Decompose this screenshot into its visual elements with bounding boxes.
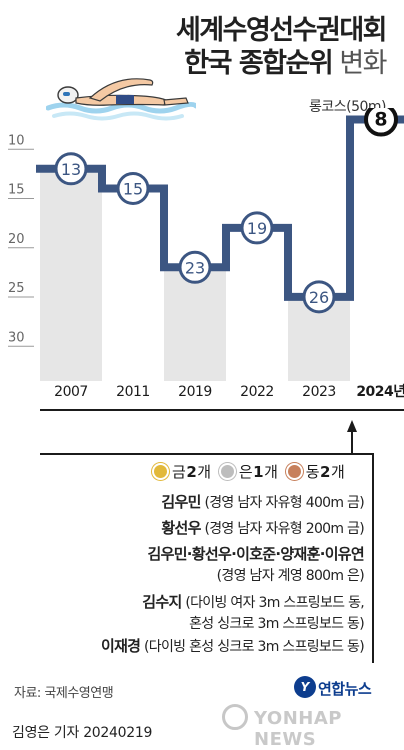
x-tick-label: 2019: [178, 384, 212, 400]
rank-value-label: 26: [309, 288, 329, 307]
y-tick-label: 15: [8, 183, 25, 198]
y-tick-label: 10: [8, 133, 25, 148]
entry-5-detail: (다이빙 혼성 싱크로 3m 스프링보드 동): [144, 639, 365, 655]
x-tick-label: 2022: [240, 384, 274, 400]
entry-4-detail: (다이빙 여자 3m 스프링보드 동,: [185, 595, 364, 611]
rank-value-label: 13: [61, 160, 81, 179]
rank-marker: [302, 280, 336, 314]
entry-2: 황선우 (경영 남자 자유형 200m 금): [161, 517, 364, 538]
entry-1-name: 김우민: [161, 493, 201, 511]
x-tick-label: 2023: [302, 384, 336, 400]
entry-4-name: 김수지: [142, 593, 182, 611]
gold-medal-icon: [152, 463, 169, 480]
source-note: 자료: 국제수영연맹: [14, 686, 114, 701]
y-tick-label: 25: [8, 281, 25, 296]
title-line2-light: 변화: [339, 48, 387, 79]
silver-medal-icon: [218, 463, 236, 480]
x-tick-label: 2024년: [356, 384, 404, 400]
x-axis: 2007 2011 2019 2022 2023 2024년: [40, 384, 404, 411]
entry-4: 김수지 (다이빙 여자 3m 스프링보드 동,: [142, 591, 364, 612]
year-band: [164, 267, 226, 381]
entry-1: 김우민 (경영 남자 자유형 400m 금): [161, 491, 364, 512]
yonhap-logo-icon: Y: [294, 676, 316, 698]
bronze-label: 동: [305, 463, 320, 481]
gold-count: 2: [186, 462, 197, 481]
entry-3-name: 김우민·황선우·이호준·양재훈·이유연: [147, 545, 365, 563]
watermark-icon: [222, 704, 248, 730]
silver-count: 1: [253, 462, 264, 481]
entry-2-name: 황선우: [161, 519, 201, 537]
rank-marker: [178, 250, 212, 284]
rank-step-line: [36, 115, 404, 301]
entry-3-detail: (경영 남자 계영 800m 은): [216, 568, 365, 584]
rank-markers: 13 15 23 19 26 8: [54, 108, 398, 314]
title-line1: 세계수영선수권대회: [175, 15, 388, 46]
y-axis-ticks: 51015202530: [8, 133, 34, 347]
rank-marker: [116, 172, 150, 205]
rank-marker: [364, 108, 398, 137]
year-band: [40, 168, 102, 381]
rank-value-label: 8: [374, 109, 387, 131]
title-line2: 한국 종합순위 변화: [176, 47, 387, 80]
yonhap-logo-text: 연합뉴스: [318, 680, 372, 698]
title-block: 세계수영선수권대회 한국 종합순위 변화: [175, 14, 388, 80]
rank-marker: [54, 152, 88, 186]
silver-unit: 개: [264, 463, 278, 481]
gold-label: 금: [172, 463, 186, 481]
y-tick-label: 30: [8, 330, 25, 345]
x-tick-label: 2011: [116, 384, 150, 400]
bronze-count: 2: [320, 462, 330, 481]
rank-value-label: 23: [185, 258, 205, 277]
bronze-medal-icon: [285, 463, 303, 480]
entry-3: 김우민·황선우·이호준·양재훈·이유연: [148, 543, 365, 564]
entry-2-detail: (경영 남자 자유형 200m 금): [204, 521, 364, 537]
y-tick-label: 20: [8, 232, 25, 247]
swimmer-icon: [46, 78, 196, 121]
bronze-unit: 개: [330, 463, 345, 481]
entry-5: 이재경 (다이빙 혼성 싱크로 3m 스프링보드 동): [100, 635, 365, 656]
pointer-icon: [347, 420, 357, 454]
silver-label: 은: [238, 463, 253, 481]
x-tick-label: 2007: [54, 384, 88, 400]
rank-value-label: 19: [247, 219, 267, 238]
byline: 김영은 기자 20240219: [12, 725, 153, 741]
gold-unit: 개: [197, 463, 211, 481]
entry-5-name: 이재경: [100, 637, 141, 655]
rank-marker: [240, 211, 274, 245]
rank-value-label: 15: [123, 180, 143, 199]
entry-1-detail: (경영 남자 자유형 400m 금): [204, 495, 364, 511]
entry-4-detail-line2: 혼성 싱크로 3m 스프링보드 동): [189, 613, 365, 633]
entry-4-detail2: 혼성 싱크로 3m 스프링보드 동): [189, 616, 365, 632]
watermark-text: YONHAP NEWS: [254, 708, 342, 750]
title-line2-bold: 한국 종합순위: [184, 48, 333, 79]
entry-3-detail-line: (경영 남자 계영 800m 은): [216, 565, 365, 585]
